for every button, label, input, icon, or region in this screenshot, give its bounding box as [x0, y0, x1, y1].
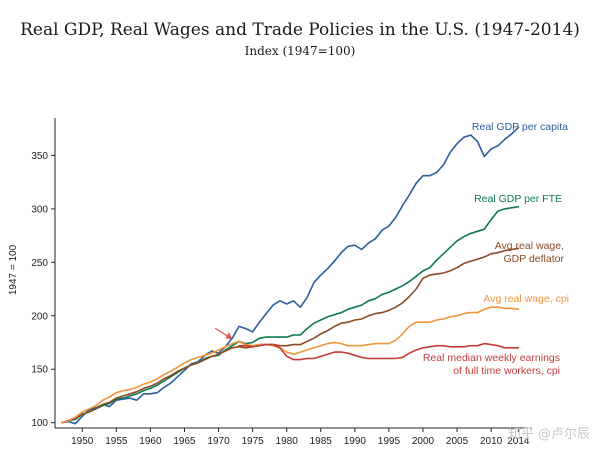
series-label: Avg real wage, cpi [483, 293, 569, 305]
series-line [60, 306, 520, 424]
axes [54, 118, 532, 429]
series-line [60, 126, 520, 425]
series-line [238, 342, 520, 361]
series-label: Real GDP per capita [472, 121, 568, 133]
series-label: Real GDP per FTE [474, 193, 562, 205]
y-ticks: 100 150 200 250 300 350 [31, 151, 55, 429]
series-label: Avg real wage, GDP deflator [495, 240, 565, 265]
series-label-line: of full time workers, cpi [453, 365, 560, 377]
annotation-arrow-head [225, 332, 233, 340]
series-labels: Real GDP per capita Real GDP per FTE Avg r… [423, 121, 569, 377]
annotation [214, 327, 233, 340]
series-label-line: Avg real wage, [495, 240, 564, 252]
x-tick-label: 1965 [173, 436, 196, 447]
series-label-line: Real GDP per capita [472, 121, 568, 133]
y-tick-label: 100 [31, 418, 48, 429]
x-ticks: 1950 1955 1960 1965 1970 1975 1980 1985 1990 1995… [71, 428, 530, 447]
x-tick-label: 1985 [310, 436, 333, 447]
x-tick-label: 1970 [207, 436, 230, 447]
x-tick-label: 2014 [507, 436, 530, 447]
y-tick-label: 200 [31, 311, 48, 322]
y-axis-label: 1947 = 100 [8, 244, 19, 295]
y-tick-label: 150 [31, 365, 48, 376]
series-label-line: Real median weekly earnings [423, 352, 560, 364]
series-line [60, 205, 520, 424]
chart-subtitle: Index (1947=100) [245, 44, 356, 58]
x-tick-label: 1960 [139, 436, 162, 447]
x-tick-label: 1980 [276, 436, 299, 447]
x-tick-label: 1995 [378, 436, 401, 447]
series-label: Real median weekly earnings of full time … [423, 352, 560, 377]
x-tick-label: 1975 [241, 436, 264, 447]
series-label-line: Avg real wage, cpi [483, 293, 569, 305]
x-tick-label: 2010 [480, 436, 503, 447]
series-line [60, 247, 520, 424]
x-tick-label: 1955 [105, 436, 128, 447]
series-label-line: Real GDP per FTE [474, 193, 562, 205]
y-tick-label: 300 [31, 204, 48, 215]
x-tick-label: 2000 [412, 436, 435, 447]
chart-title: Real GDP, Real Wages and Trade Policies … [20, 20, 580, 40]
y-tick-label: 250 [31, 258, 48, 269]
y-tick-label: 350 [31, 151, 48, 162]
x-tick-label: 1990 [344, 436, 367, 447]
x-tick-label: 1950 [71, 436, 94, 447]
watermark: 知乎 @卢尔辰 [508, 426, 590, 442]
series-label-line: GDP deflator [503, 253, 564, 265]
x-tick-label: 2005 [446, 436, 469, 447]
series-lines [60, 126, 520, 425]
